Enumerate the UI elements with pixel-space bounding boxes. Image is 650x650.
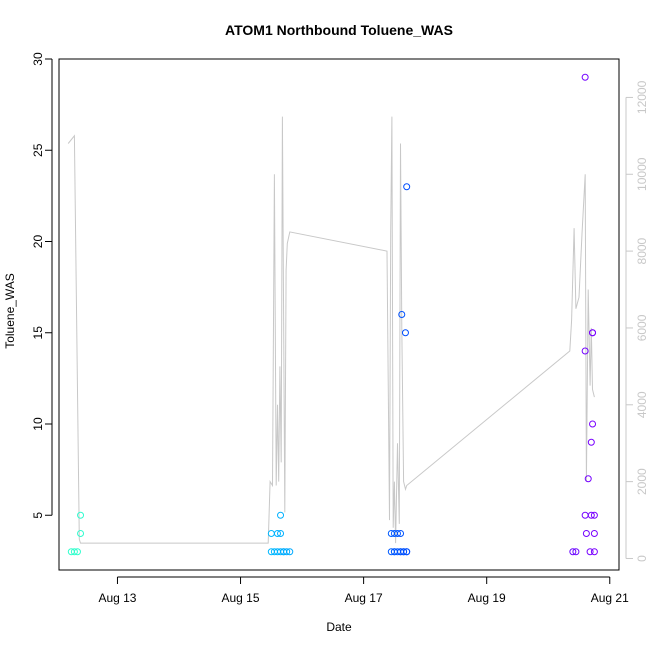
- data-point: [590, 530, 598, 537]
- data-point: [589, 420, 597, 428]
- y2-tick-label: 2000: [635, 468, 649, 495]
- x-tick-label: Aug 21: [591, 591, 629, 605]
- y2-tick-label: 10000: [635, 157, 649, 191]
- data-point: [77, 511, 85, 519]
- data-point: [590, 548, 598, 556]
- data-point: [400, 548, 408, 556]
- data-point: [77, 530, 85, 537]
- x-tick-label: Aug 17: [345, 591, 383, 605]
- data-point: [572, 548, 580, 556]
- y-tick-label: 5: [31, 512, 45, 519]
- data-point: [582, 530, 590, 537]
- y-axis-label: Toluene_WAS: [3, 273, 17, 349]
- data-point: [398, 311, 406, 318]
- x-tick-label: Aug 13: [98, 591, 136, 605]
- data-point: [403, 183, 411, 191]
- data-point: [73, 548, 81, 556]
- data-point: [581, 73, 589, 81]
- y2-tick-label: 12000: [635, 80, 649, 114]
- plot-frame: [58, 58, 620, 571]
- y2-tick-label: 0: [635, 555, 649, 562]
- data-point: [283, 548, 291, 556]
- data-point: [586, 548, 594, 556]
- data-point: [277, 530, 285, 537]
- y2-tick-label: 4000: [635, 391, 649, 418]
- y2-tick-label: 8000: [635, 237, 649, 264]
- data-point: [286, 548, 294, 556]
- data-point: [403, 548, 411, 556]
- data-point: [581, 347, 589, 355]
- y-tick-label: 25: [31, 143, 45, 157]
- x-tick-label: Aug 19: [468, 591, 506, 605]
- series-line: [67, 116, 595, 544]
- data-point: [587, 511, 595, 519]
- data-point: [273, 530, 281, 537]
- y-tick-label: 30: [31, 52, 45, 66]
- y2-tick-label: 6000: [635, 314, 649, 341]
- y-tick-label: 15: [31, 326, 45, 340]
- data-point: [587, 438, 595, 446]
- data-point: [401, 329, 409, 337]
- data-point: [569, 548, 577, 556]
- data-point: [277, 511, 285, 519]
- plot-area: Aug 13 Aug 15 Aug 17 Aug 19 Aug 21 5 10 15 20 25 3…: [31, 52, 649, 605]
- data-point: [590, 511, 598, 519]
- data-point: [584, 475, 592, 483]
- y-tick-label: 10: [31, 417, 45, 431]
- x-tick-label: Aug 15: [222, 591, 260, 605]
- data-point: [393, 530, 401, 537]
- y-tick-label: 20: [31, 235, 45, 249]
- data-point: [70, 548, 78, 556]
- data-point: [397, 530, 405, 537]
- chart-title: ATOM1 Northbound Toluene_WAS: [225, 22, 453, 38]
- data-point: [589, 329, 597, 337]
- x-axis-label: Date: [326, 620, 352, 634]
